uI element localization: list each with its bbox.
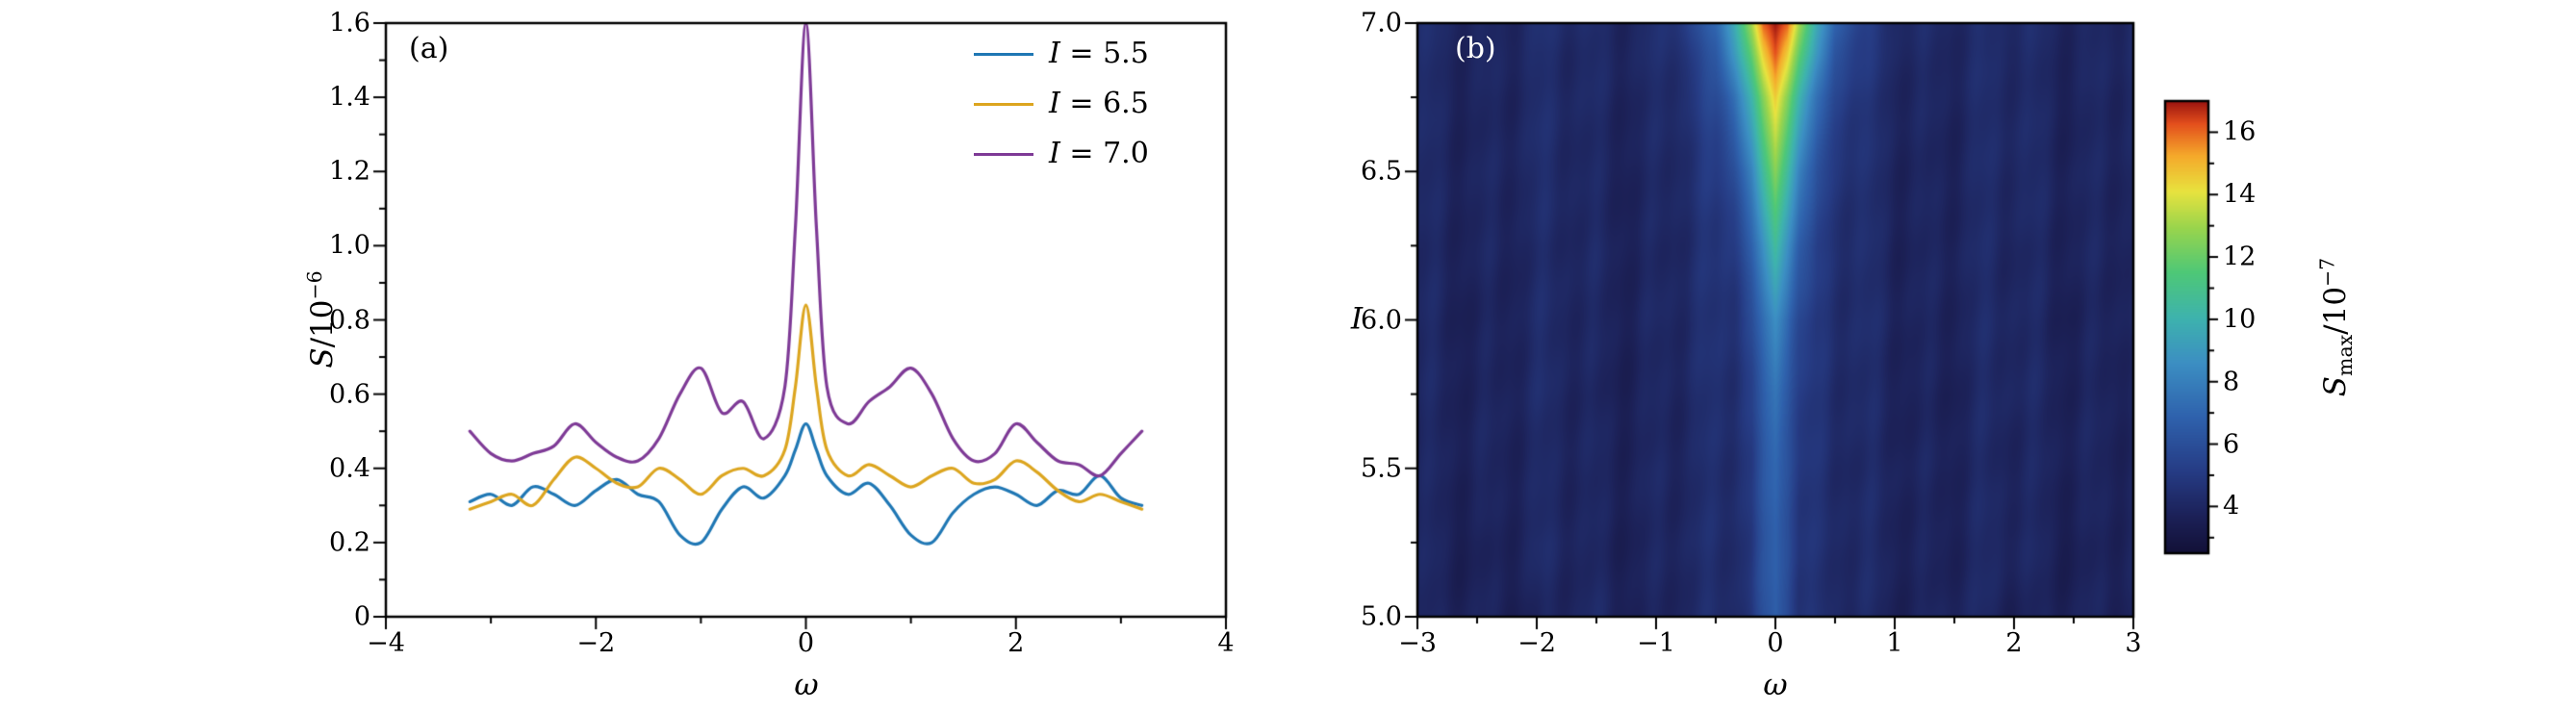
legend-line-swatch: [974, 52, 1033, 56]
panel-a-xtick-label: 2: [1007, 628, 1025, 658]
colorbar-tick-label: 10: [2223, 304, 2257, 335]
panel-a-ytick-label: 0: [353, 601, 370, 632]
panel-a-ytick-label: 0.8: [329, 305, 370, 335]
panel-a-ytick-label: 1.6: [329, 8, 370, 38]
colorbar-tick-label: 14: [2223, 179, 2257, 210]
panel-a-ytick-label: 0.2: [329, 527, 370, 558]
panel-b-ytick-label: 5.0: [1361, 601, 1402, 632]
legend: I = 5.5 I = 6.5 I = 7.0: [974, 35, 1149, 173]
panel-b-xtick-label: −2: [1518, 628, 1556, 658]
panel-b-xtick-label: 2: [2005, 628, 2023, 658]
panel-b-ytick-label: 6.5: [1361, 156, 1402, 187]
panel-b-xtick-label: 0: [1767, 628, 1784, 658]
colorbar-tick-label: 16: [2223, 116, 2257, 147]
legend-item: I = 5.5: [974, 35, 1149, 73]
legend-label: I = 7.0: [1049, 137, 1149, 170]
legend-item: I = 7.0: [974, 135, 1149, 173]
legend-label: I = 6.5: [1049, 87, 1149, 120]
panel-a-ytick-label: 0.4: [329, 453, 370, 484]
panel-a-xtick-label: −4: [367, 628, 405, 658]
panel-a-ytick-label: 1.2: [329, 156, 370, 187]
legend-label: I = 5.5: [1049, 37, 1149, 70]
panel-a-ytick-label: 1.4: [329, 82, 370, 113]
colorbar-label: Smax/10−7: [2315, 257, 2358, 397]
panel-a-xtick-label: 0: [797, 628, 815, 658]
panel-b-xtick-label: 1: [1886, 628, 1903, 658]
panel-b-ylabel: I: [1350, 301, 1364, 337]
colorbar-label-subscript: max: [2334, 334, 2358, 376]
panel-a-xtick-label: 4: [1217, 628, 1235, 658]
colorbar-tick-label: 8: [2223, 367, 2240, 397]
colorbar-label-symbol: S: [2317, 375, 2353, 397]
panel-a-xlabel: ω: [794, 668, 819, 702]
panel-b-label: (b): [1455, 32, 1496, 65]
colorbar-tick-label: 6: [2223, 429, 2240, 460]
panel-a-ylabel-exponent: −6: [302, 270, 326, 300]
legend-item: I = 6.5: [974, 85, 1149, 123]
colorbar-tick-label: 4: [2223, 491, 2240, 521]
panel-a-label: (a): [409, 32, 449, 65]
panel-b-xtick-label: 3: [2125, 628, 2142, 658]
legend-line-swatch: [974, 102, 1033, 106]
panel-a-xtick-label: −2: [576, 628, 616, 658]
panel-a-ytick-label: 0.6: [329, 379, 370, 410]
panel-a-ytick-label: 1.0: [329, 230, 370, 261]
panel-b-ytick-label: 6.0: [1361, 305, 1402, 335]
colorbar-tick-label: 12: [2223, 242, 2257, 272]
colorbar-label-exponent: −7: [2315, 257, 2339, 287]
panel-b-xtick-label: −1: [1637, 628, 1675, 658]
panel-b-ytick-label: 7.0: [1361, 8, 1402, 38]
panel-b-xlabel: ω: [1763, 668, 1788, 702]
panel-a-ylabel-symbol: S: [305, 347, 341, 369]
colorbar-label-base: /10: [2317, 286, 2353, 335]
legend-line-swatch: [974, 152, 1033, 156]
panel-b-xtick-label: −3: [1398, 628, 1437, 658]
panel-b-ytick-label: 5.5: [1361, 453, 1402, 484]
